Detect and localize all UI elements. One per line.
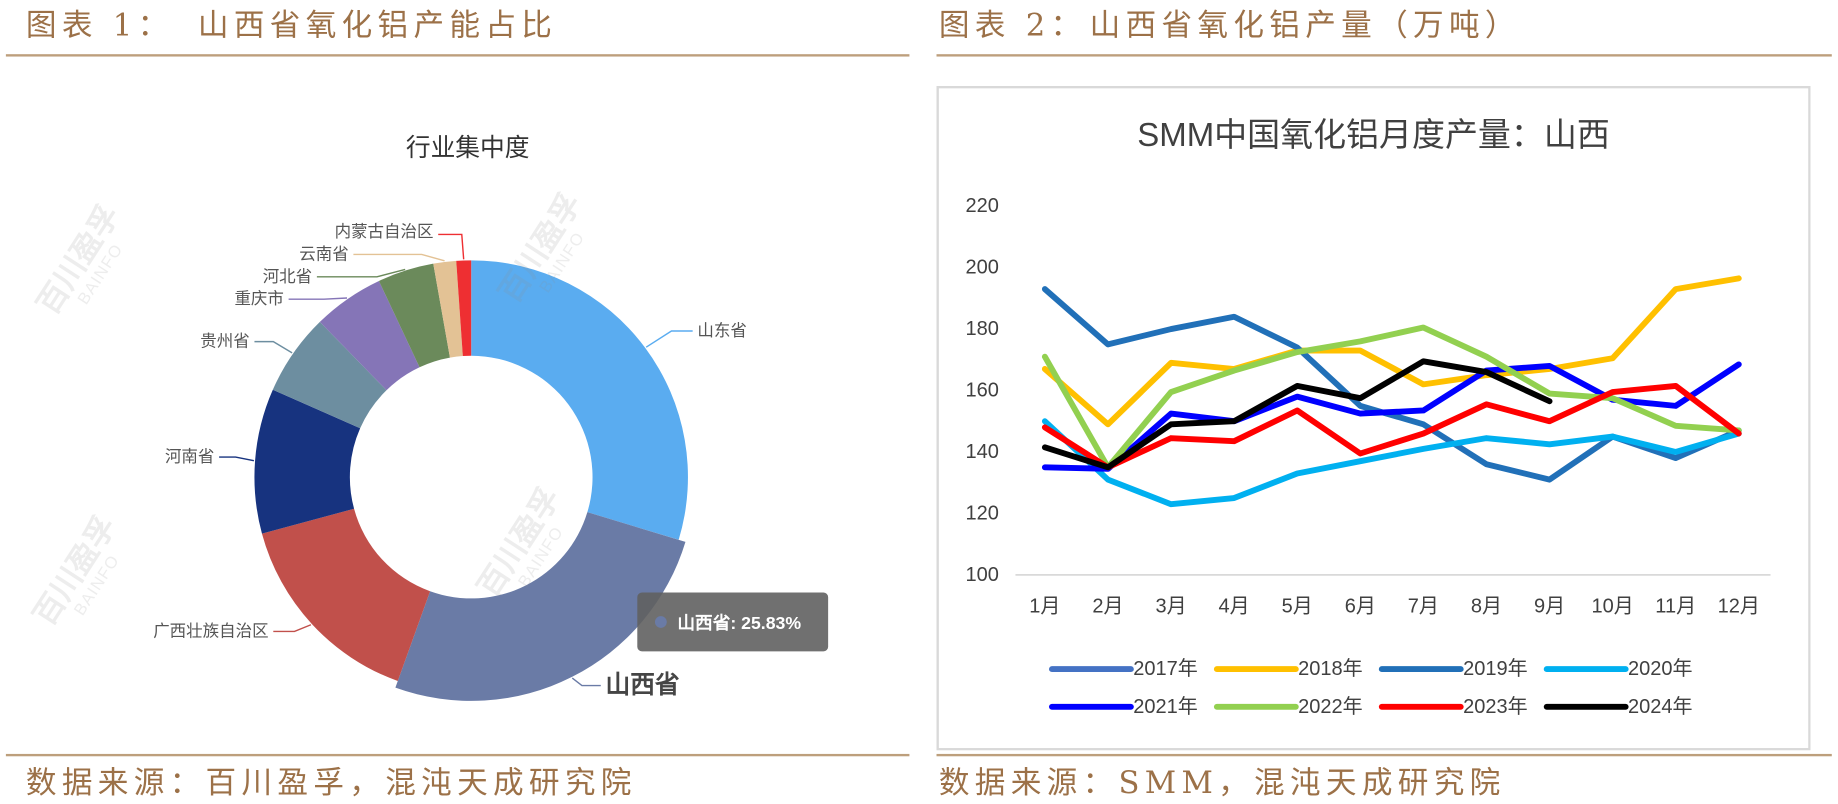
header-rule-left	[5, 54, 910, 56]
legend-item: 2022年	[1213, 695, 1363, 718]
series-line	[1041, 358, 1553, 471]
chart-tooltip: 山西省: 25.83%	[637, 592, 829, 652]
y-tick-label: 120	[966, 502, 999, 524]
y-axis-labels: 100 120 140 160 180 200 220	[966, 195, 999, 586]
y-tick-label: 220	[966, 195, 999, 217]
x-tick-label: 7月	[1408, 596, 1439, 618]
figure-2-label: 图表 2：	[938, 8, 1087, 44]
legend-item: 2021年	[1049, 695, 1198, 718]
legend-label: 2020年	[1628, 657, 1693, 680]
legend-label: 2021年	[1133, 695, 1198, 718]
legend-label: 2024年	[1628, 695, 1693, 718]
donut-leader-line	[219, 456, 255, 462]
x-tick-label: 11月	[1655, 596, 1696, 618]
donut-slice-label: 山西省	[605, 671, 679, 699]
donut-leader-line	[438, 233, 465, 260]
footer-rule-right	[936, 753, 1832, 756]
donut-leader-line	[254, 340, 293, 354]
figure-1-source: 数据来源：百川盈孚，混沌天成研究院	[25, 765, 637, 802]
donut-slice[interactable]	[456, 260, 472, 357]
donut-leader-line	[645, 330, 693, 348]
figure-2-title: 山西省氧化铝产量（万吨）	[1089, 8, 1521, 44]
donut-leader-line	[353, 253, 445, 262]
tooltip-series-dot	[654, 616, 667, 628]
donut-slice[interactable]	[319, 280, 420, 391]
y-tick-label: 100	[966, 564, 999, 586]
donut-slices	[254, 260, 688, 701]
donut-slice[interactable]	[395, 512, 686, 701]
donut-slice-label: 山东省	[697, 321, 746, 340]
legend-label: 2017年	[1133, 657, 1198, 680]
donut-slice[interactable]	[433, 260, 463, 358]
donut-slice[interactable]	[261, 508, 431, 682]
donut-leader-line	[571, 677, 601, 687]
legend-item: 2019年	[1378, 657, 1528, 680]
donut-slice-label: 重庆市	[234, 289, 283, 308]
legend-label: 2019年	[1463, 657, 1528, 680]
figure-2-source: 数据来源：SMM，混沌天成研究院	[938, 765, 1506, 802]
legend-item: 2017年	[1049, 657, 1198, 680]
line-chart-title: SMM中国氧化铝月度产量：山西	[1137, 116, 1610, 153]
series-line	[1041, 418, 1742, 508]
legend-label: 2018年	[1298, 657, 1363, 680]
donut-slice-label: 广西壮族自治区	[153, 621, 268, 640]
donut-slice-label: 贵州省	[200, 332, 249, 351]
figure-1-title: 山西省氧化铝产能占比	[197, 8, 558, 44]
y-tick-label: 140	[966, 441, 999, 463]
x-tick-label: 8月	[1471, 596, 1502, 618]
line-chart: SMM中国氧化铝月度产量：山西 100 120 140 160 180 200 220 1月…	[936, 85, 1811, 751]
x-tick-label: 5月	[1282, 596, 1313, 618]
donut-slice[interactable]	[471, 260, 688, 540]
donut-leader-line	[288, 297, 348, 300]
donut-slice[interactable]	[272, 321, 387, 429]
x-tick-label: 3月	[1155, 596, 1186, 618]
tooltip-text: 山西省: 25.83%	[677, 613, 802, 634]
header-rule-right	[936, 54, 1832, 56]
donut-chart-title: 行业集中度	[406, 134, 530, 162]
figure-1-label: 图表 1：	[25, 8, 174, 44]
donut-leader-line	[273, 624, 312, 633]
x-axis-labels: 1月 2月 3月 4月 5月 6月 7月 8月 9月 10月 11月 12月	[1029, 596, 1760, 618]
legend-item: 2023年	[1378, 695, 1528, 718]
footer-rule-left	[5, 753, 910, 756]
y-tick-label: 180	[966, 318, 999, 340]
donut-slice[interactable]	[254, 389, 361, 534]
series-lines	[1041, 275, 1742, 508]
x-tick-label: 2月	[1092, 596, 1123, 618]
y-tick-label: 200	[966, 257, 999, 279]
donut-leader-line	[316, 268, 406, 278]
y-tick-label: 160	[966, 380, 999, 402]
donut-slice-label: 内蒙古自治区	[335, 222, 434, 241]
legend-label: 2023年	[1463, 695, 1528, 718]
series-line	[1041, 275, 1742, 428]
donut-leader-lines	[219, 233, 693, 687]
x-tick-label: 12月	[1718, 596, 1760, 618]
x-tick-label: 1月	[1029, 596, 1060, 618]
x-tick-label: 6月	[1345, 596, 1376, 618]
x-tick-label: 9月	[1534, 596, 1565, 618]
donut-slice-label: 河南省	[165, 447, 214, 466]
legend-item: 2024年	[1543, 695, 1693, 718]
x-tick-label: 4月	[1219, 596, 1250, 618]
legend: 2017年 2018年 2019年 2020年 2021年 2022年 2023年 2024年	[1049, 657, 1693, 718]
series-line	[1041, 324, 1742, 471]
donut-slice-label: 云南省	[299, 244, 348, 263]
x-tick-label: 10月	[1591, 596, 1633, 618]
line-chart-frame	[936, 85, 1811, 751]
donut-slice[interactable]	[378, 263, 450, 368]
donut-slice-label: 河北省	[263, 267, 312, 286]
legend-item: 2020年	[1543, 657, 1693, 680]
legend-item: 2018年	[1213, 657, 1363, 680]
legend-label: 2022年	[1298, 695, 1363, 718]
series-line	[1041, 382, 1742, 471]
